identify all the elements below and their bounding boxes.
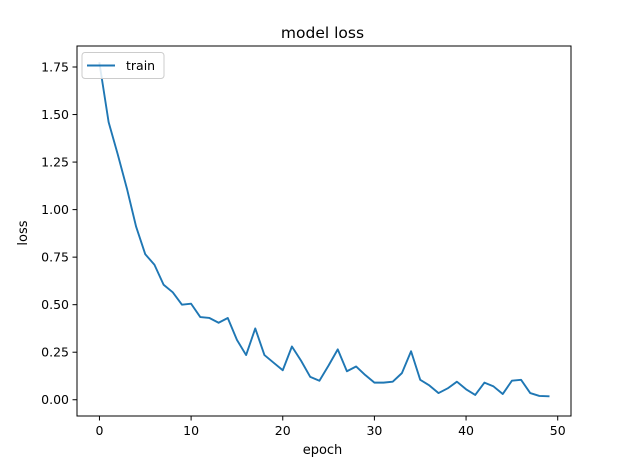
- y-tick-label: 1.75: [41, 60, 69, 75]
- y-tick-label: 0.75: [41, 250, 69, 265]
- data-point: [318, 380, 320, 382]
- data-point: [428, 384, 430, 386]
- x-tick-label: 40: [458, 423, 474, 438]
- y-tick-label: 0.25: [41, 345, 69, 360]
- data-point: [327, 364, 329, 366]
- data-point: [236, 339, 238, 341]
- x-tick-label: 30: [366, 423, 382, 438]
- data-point: [272, 361, 274, 363]
- data-point: [373, 381, 375, 383]
- data-point: [309, 376, 311, 378]
- data-point: [382, 381, 384, 383]
- x-axis-label: epoch: [303, 443, 343, 457]
- y-tick-label: 0.00: [41, 392, 69, 407]
- data-point: [538, 395, 540, 397]
- data-point: [483, 381, 485, 383]
- data-point: [529, 392, 531, 394]
- y-tick-label: 0.50: [41, 297, 69, 312]
- data-point: [492, 385, 494, 387]
- data-point: [447, 387, 449, 389]
- data-point: [474, 394, 476, 396]
- data-point: [520, 379, 522, 381]
- y-tick-label: 1.00: [41, 202, 69, 217]
- data-point: [245, 354, 247, 356]
- y-tick-label: 1.25: [41, 155, 69, 170]
- chart-title: model loss: [281, 24, 364, 42]
- data-point: [181, 303, 183, 305]
- data-point: [456, 380, 458, 382]
- data-point: [419, 379, 421, 381]
- data-point: [547, 395, 549, 397]
- data-point: [144, 253, 146, 255]
- plot-area: 0 10 20 30 40 50 0.00 0.25 0.50 0.75 1.00 1.25 1.50 1…: [41, 45, 572, 438]
- data-point: [126, 188, 128, 190]
- data-point: [511, 380, 513, 382]
- data-point: [364, 374, 366, 376]
- data-point: [254, 327, 256, 329]
- data-point: [217, 322, 219, 324]
- x-tick-label: 0: [95, 423, 103, 438]
- y-tick-label: 1.50: [41, 107, 69, 122]
- data-point: [392, 380, 394, 382]
- x-tick-label: 50: [550, 423, 566, 438]
- legend-box: [81, 52, 165, 79]
- data-point: [300, 360, 302, 362]
- data-point: [227, 317, 229, 319]
- data-point: [117, 153, 119, 155]
- data-point: [153, 264, 155, 266]
- data-point: [291, 345, 293, 347]
- data-point: [337, 348, 339, 350]
- data-point: [355, 365, 357, 367]
- data-point: [172, 291, 174, 293]
- data-point: [437, 392, 439, 394]
- data-point: [465, 388, 467, 390]
- data-point: [107, 121, 109, 123]
- data-point: [282, 369, 284, 371]
- data-point: [401, 372, 403, 374]
- series-line-train: [98, 62, 550, 398]
- data-point: [135, 226, 137, 228]
- data-point: [208, 317, 210, 319]
- data-point: [346, 370, 348, 372]
- legend-label-train: train: [126, 58, 155, 73]
- data-point: [410, 350, 412, 352]
- data-point: [190, 303, 192, 305]
- x-tick-label: 10: [183, 423, 199, 438]
- data-point: [263, 354, 265, 356]
- data-point: [502, 393, 504, 395]
- data-point: [162, 284, 164, 286]
- x-tick-label: 20: [275, 423, 291, 438]
- axes-frame: [76, 45, 572, 417]
- y-axis-label: loss: [16, 220, 31, 245]
- data-point: [199, 316, 201, 318]
